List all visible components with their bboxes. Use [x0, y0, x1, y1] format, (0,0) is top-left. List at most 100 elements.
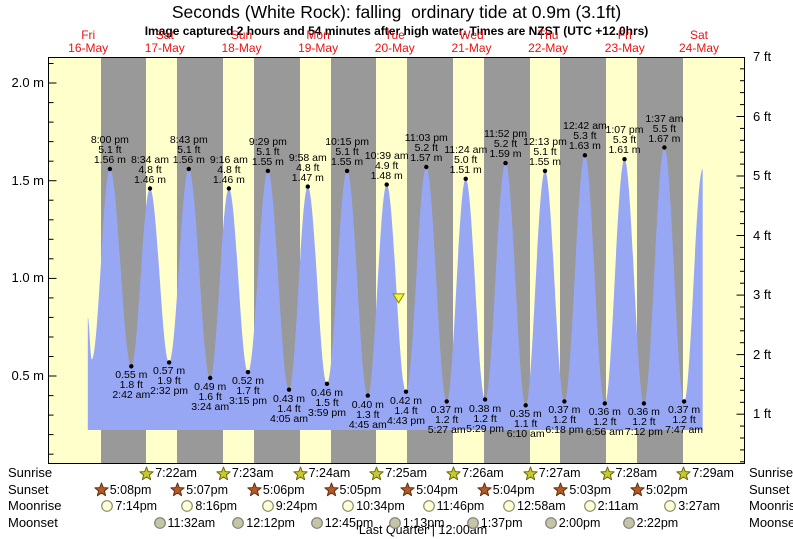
tide-extreme-dot: [681, 399, 687, 404]
tide-extreme-dot: [286, 387, 292, 392]
moonrise-circle-icon: [421, 499, 436, 513]
tide-extreme-dot: [582, 153, 588, 158]
sunset-star-icon: [246, 482, 262, 497]
sunset-row-label-right: Sunset: [749, 481, 790, 497]
sunrise-time: 7:22am: [155, 466, 197, 480]
moonset-time: 11:32am: [167, 515, 216, 530]
moonrise-time: 10:34pm: [356, 499, 405, 513]
moonset-circle-icon: [230, 516, 245, 530]
sunset-time: 5:07pm: [186, 482, 228, 497]
sunset-time: 5:06pm: [262, 482, 305, 497]
tide-extreme-dot: [245, 369, 251, 375]
tide-extreme-label: 0.37 m 1.2 ft 6:18 pm: [545, 404, 584, 437]
tide-extreme-label: 0.57 m 1.9 ft 2:32 pm: [150, 365, 189, 398]
tide-extreme-label: 9:58 am 4.8 ft 1.47 m: [288, 151, 327, 184]
sunrise-star-icon: [675, 466, 691, 481]
ft-axis-label: 6 ft: [753, 108, 772, 124]
sunset-event: 5:04pm: [476, 482, 535, 498]
moonrise-event: 10:34pm: [340, 498, 405, 514]
tide-extreme-label: 8:00 pm 5.1 ft 1.56 m: [90, 134, 129, 166]
tide-extreme-label: 1:37 am 5.5 ft 1.67 m: [645, 112, 684, 145]
ft-axis-label: 2 ft: [753, 346, 772, 362]
tide-extreme-label: 0.35 m 1.1 ft 6:10 am: [506, 408, 545, 441]
tide-extreme-dot: [424, 164, 429, 170]
sunset-time: 5:04pm: [416, 482, 458, 497]
moonrise-circle-icon: [340, 499, 355, 513]
moonrise-circle-icon: [99, 499, 114, 513]
sunrise-star-icon: [215, 466, 231, 481]
day-label: Tue 20-May: [374, 28, 415, 55]
sunset-event: 5:05pm: [323, 482, 382, 498]
sunset-star-icon: [399, 482, 415, 497]
moonrise-time: 11:46pm: [436, 499, 485, 513]
tide-extreme-label: 11:03 pm 5.2 ft 1.57 m: [404, 132, 448, 164]
tide-extreme-dot: [602, 401, 607, 406]
day-label: Sun 18-May: [221, 28, 262, 55]
moonset-time: 1:37pm: [480, 515, 523, 530]
day-label: Wed 21-May: [451, 28, 492, 55]
tide-extreme-label: 0.37 m 1.2 ft 5:27 am: [427, 404, 466, 437]
moonrise-event: 8:16pm: [179, 498, 237, 514]
ft-axis-label: 4 ft: [753, 227, 772, 243]
tide-extreme-dot: [622, 157, 627, 162]
moonset-time: 2:00pm: [558, 515, 601, 530]
moonrise-event: 7:14pm: [99, 498, 157, 514]
sunrise-time: 7:23am: [231, 466, 274, 480]
moonrise-circle-icon: [582, 499, 597, 513]
tide-extreme-label: 12:42 am 5.3 ft 1.63 m: [563, 120, 607, 153]
tide-extreme-label: 0.38 m 1.2 ft 5:29 pm: [466, 402, 505, 435]
tide-extreme-dot: [186, 166, 191, 172]
m-axis-label: 2.0 m: [11, 75, 44, 90]
sunrise-time: 7:26am: [462, 466, 504, 480]
tide-extreme-dot: [641, 401, 647, 406]
sunrise-star-icon: [599, 466, 615, 481]
tide-extreme-dot: [503, 160, 508, 166]
moonset-event: 11:32am: [152, 515, 216, 531]
moonset-circle-icon: [465, 516, 480, 530]
moonrise-event: 2:11am: [582, 498, 639, 514]
sunrise-star-icon: [138, 466, 154, 481]
moonset-circle-icon: [387, 516, 402, 530]
tide-extreme-label: 10:39 am 4.9 ft 1.48 m: [364, 149, 409, 182]
moonset-event: 2:22pm: [621, 515, 678, 531]
chart-title: Seconds (White Rock): falling ordinary t…: [171, 2, 622, 22]
tide-extreme-label: 11:24 am 5.0 ft 1.51 m: [444, 143, 488, 176]
tide-extreme-dot: [523, 403, 528, 408]
sunrise-star-icon: [522, 466, 538, 481]
tide-extreme-dot: [166, 360, 172, 365]
sunrise-time: 7:25am: [385, 466, 427, 480]
tide-extreme-dot: [107, 166, 113, 172]
tide-extreme-label: 9:29 pm 5.1 ft 1.55 m: [248, 135, 287, 168]
chart-subtitle: Image captured 2 hours and 54 minutes af…: [144, 24, 649, 38]
day-label: Fri 16-May: [68, 28, 109, 55]
sunrise-time: 7:24am: [308, 466, 351, 480]
sunrise-star-icon: [368, 466, 384, 481]
moonrise-row-label-right: Moonrise: [749, 498, 793, 513]
moonrise-time: 2:11am: [597, 499, 639, 513]
tide-extreme-label: 8:34 am 4.8 ft 1.46 m: [131, 153, 169, 186]
moonset-event: 1:13pm: [387, 515, 445, 531]
moonrise-event: 12:58am: [501, 498, 566, 514]
sunset-event: 5:03pm: [552, 482, 611, 498]
sunset-star-icon: [169, 482, 185, 497]
tide-extreme-label: 9:16 am 4.8 ft 1.46 m: [209, 153, 248, 186]
day-label: Sat 24-May: [678, 28, 719, 55]
sunset-event: 5:07pm: [169, 482, 228, 498]
sunset-time: 5:02pm: [646, 482, 688, 497]
sunrise-event: 7:25am: [368, 465, 427, 481]
moonset-circle-icon: [543, 516, 558, 530]
sunrise-star-icon: [292, 466, 308, 481]
sunset-time: 5:05pm: [339, 482, 382, 497]
day-label: Thu 22-May: [528, 28, 569, 55]
ft-axis-label: 7 ft: [753, 48, 772, 64]
sunrise-event: 7:24am: [292, 465, 351, 481]
sunset-event: 5:02pm: [629, 482, 688, 498]
tide-extreme-label: 12:13 pm 5.1 ft 1.55 m: [523, 135, 567, 168]
moonrise-circle-icon: [179, 499, 194, 513]
tide-extreme-label: 0.36 m 1.2 ft 7:12 pm: [624, 406, 663, 439]
moonrise-circle-icon: [260, 499, 275, 513]
sunset-event: 5:08pm: [93, 482, 151, 498]
tide-extreme-dot: [403, 389, 409, 394]
sunrise-event: 7:22am: [138, 465, 197, 481]
